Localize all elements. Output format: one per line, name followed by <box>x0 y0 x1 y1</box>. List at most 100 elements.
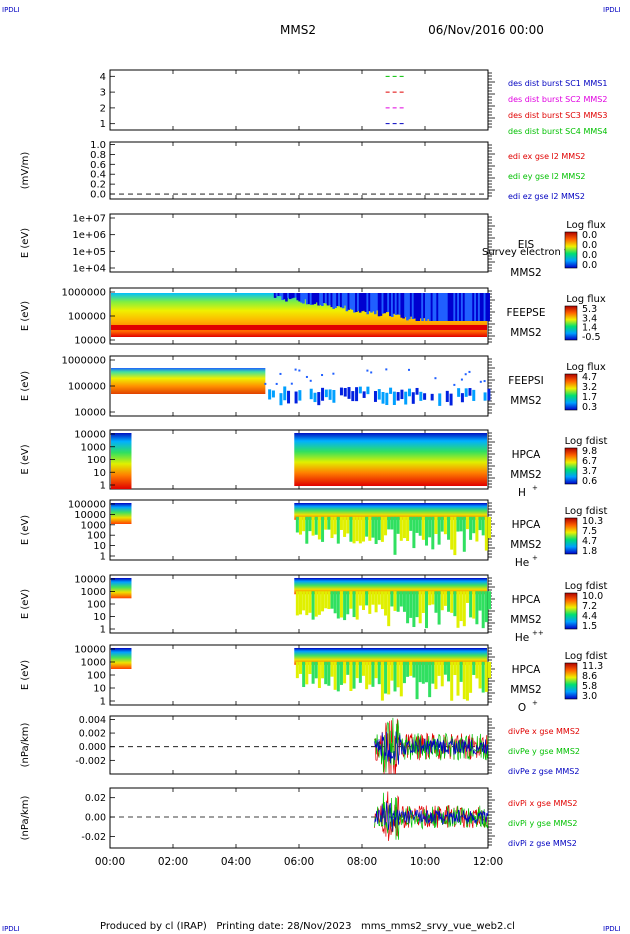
feepse-noise-column <box>326 293 330 306</box>
hpca-h-species: H <box>518 487 526 499</box>
feepse-noise-column <box>328 293 332 306</box>
hpca-he2-scatter-cell <box>402 591 406 612</box>
hpca-he-instrument: HPCA <box>512 519 542 531</box>
feepsi-sparse-cell <box>453 383 456 386</box>
feepsi-scatter-cell <box>396 392 400 401</box>
feepse-noise-column <box>462 293 466 321</box>
hpca-he2-scatter-cell <box>327 591 331 610</box>
feepsi-scatter-cell <box>313 392 317 403</box>
feepse-colorbar-tick: 1.4 <box>582 323 597 334</box>
eis-colorbar-tick: 0.0 <box>582 240 597 251</box>
hpca-o-scatter-cell <box>393 661 397 692</box>
feepsi-scatter-cell <box>268 389 272 400</box>
hpca-o-colorbar-tick: 8.6 <box>582 671 597 682</box>
hpca-he2-scatter-cell <box>349 591 353 609</box>
feepse-noise-column <box>389 293 392 317</box>
hpca-o-scatter-cell <box>365 661 369 690</box>
hpca-he2-scatter-cell <box>412 591 416 628</box>
hpca-o-scatter-cell <box>440 661 444 687</box>
hpca-he2-scatter-cell <box>305 591 309 616</box>
feepse-noise-column <box>377 293 381 317</box>
hpca-he-scatter-cell <box>362 516 365 542</box>
feepse-noise-column <box>319 293 322 306</box>
feepse-noise-column <box>368 293 371 312</box>
hpca-he-y-label: E (eV) <box>20 515 31 545</box>
hpca-he2-y-tick-label: 1000 <box>81 587 106 598</box>
hpca-o-scatter-cell <box>308 661 312 675</box>
corner-mark-bl: IPDLI <box>2 925 20 933</box>
burst-y-tick-label: 3 <box>100 88 106 99</box>
hpca-he-scatter-cell <box>431 516 435 550</box>
corner-mark-br: IPDLI <box>603 925 621 933</box>
feepse-noise-column <box>372 293 375 312</box>
feepse-noise-column <box>296 293 300 301</box>
hpca-he-scatter-cell <box>421 516 425 540</box>
hpca-he-scatter-cell <box>475 516 479 542</box>
hpca-he-scatter-cell <box>443 516 447 535</box>
feepsi-sparse-cell <box>309 379 312 382</box>
feepse-noise-column <box>338 293 341 307</box>
feepse-noise-column <box>324 293 328 304</box>
hpca-he2-scatter-cell <box>443 591 447 606</box>
hpca-he-colorbar-tick: 4.7 <box>582 536 597 547</box>
feepsi-scatter-cell <box>445 390 449 402</box>
hpca-he-y-tick-label: 1 <box>100 552 106 563</box>
hpca-he2-scatter-cell <box>409 591 413 618</box>
feepse-noise-column <box>485 293 489 321</box>
feepsi-scatter-cell <box>468 388 472 396</box>
feepse-noise-column <box>373 293 377 315</box>
hpca-he-scatter-cell <box>346 516 350 534</box>
feepse-noise-column <box>438 293 441 321</box>
hpca-o-y-tick-label: 10 <box>93 684 106 695</box>
hpca-he2-scatter-cell <box>387 591 391 627</box>
feepsi-sparse-cell <box>264 382 267 385</box>
feepse-noise-column <box>355 293 358 313</box>
hpca-o-scatter-cell <box>374 661 378 679</box>
feepse-noise-column <box>417 293 421 321</box>
hpca-he2-y-label: E (eV) <box>20 589 31 619</box>
hpca-o-scatter-cell <box>396 661 400 688</box>
feepsi-scatter-cell <box>472 389 476 401</box>
hpca-o-scatter-cell <box>321 661 325 679</box>
feepsi-sparse-cell <box>294 368 297 371</box>
feepse-noise-column <box>487 293 490 321</box>
hpca-o-scatter-cell <box>428 661 432 698</box>
hpca-o-scatter-cell <box>462 661 466 700</box>
feepsi-scatter-cell <box>283 386 287 401</box>
divpe-y-tick-label: 0.000 <box>79 742 106 753</box>
feepsi-scatter-cell <box>373 391 377 402</box>
burst-legend-item: des dist burst SC1 MMS1 <box>508 79 607 88</box>
hpca-he2-scatter-cell <box>299 591 302 615</box>
hpca-he2-scatter-cell <box>469 591 473 618</box>
hpca-he2-y-tick-label: 10 <box>93 612 106 623</box>
feepse-noise-column <box>447 293 451 321</box>
feepse-colorbar-tick: 5.3 <box>582 304 597 315</box>
hpca-he-scatter-cell <box>336 516 340 544</box>
hpca-he2-scatter-cell <box>355 591 359 620</box>
hpca-he2-early-block <box>111 578 132 599</box>
hpca-o-scatter-cell <box>465 661 469 701</box>
hpca-o-scatter-cell <box>333 661 337 690</box>
hpca-he-scatter-cell <box>308 516 312 532</box>
feepse-noise-column <box>311 293 315 305</box>
feepse-noise-column <box>449 293 453 321</box>
hpca-he2-scatter-cell <box>371 591 375 605</box>
feepse-noise-column <box>394 293 398 315</box>
eis-colorbar <box>564 231 578 269</box>
hpca-he-scatter-cell <box>402 516 406 539</box>
hpca-he-scatter-cell <box>478 516 482 531</box>
edi-frame <box>109 141 489 200</box>
feepsi-sparse-cell <box>468 370 471 373</box>
hpca-h-colorbar-title: Log fdist <box>565 436 608 447</box>
divpi-panel: 0.02 0.00 -0.02 (nPa/km) divPi x gse MMS2 div… <box>20 787 577 849</box>
feepsi-scatter-cell <box>309 388 313 400</box>
divpe-y-label: (nPa/km) <box>20 723 31 768</box>
hpca-he-scatter-cell <box>387 516 391 530</box>
feepse-noise-column <box>307 293 311 305</box>
divpe-legend-item: divPe z gse MMS2 <box>508 767 579 776</box>
hpca-o-scatter-cell <box>299 661 302 674</box>
hpca-he2-scatter-cell <box>358 591 362 606</box>
feepsi-scatter-cell <box>423 393 427 400</box>
feepse-noise-column <box>415 293 419 321</box>
feepsi-scatter-cell <box>317 392 321 406</box>
